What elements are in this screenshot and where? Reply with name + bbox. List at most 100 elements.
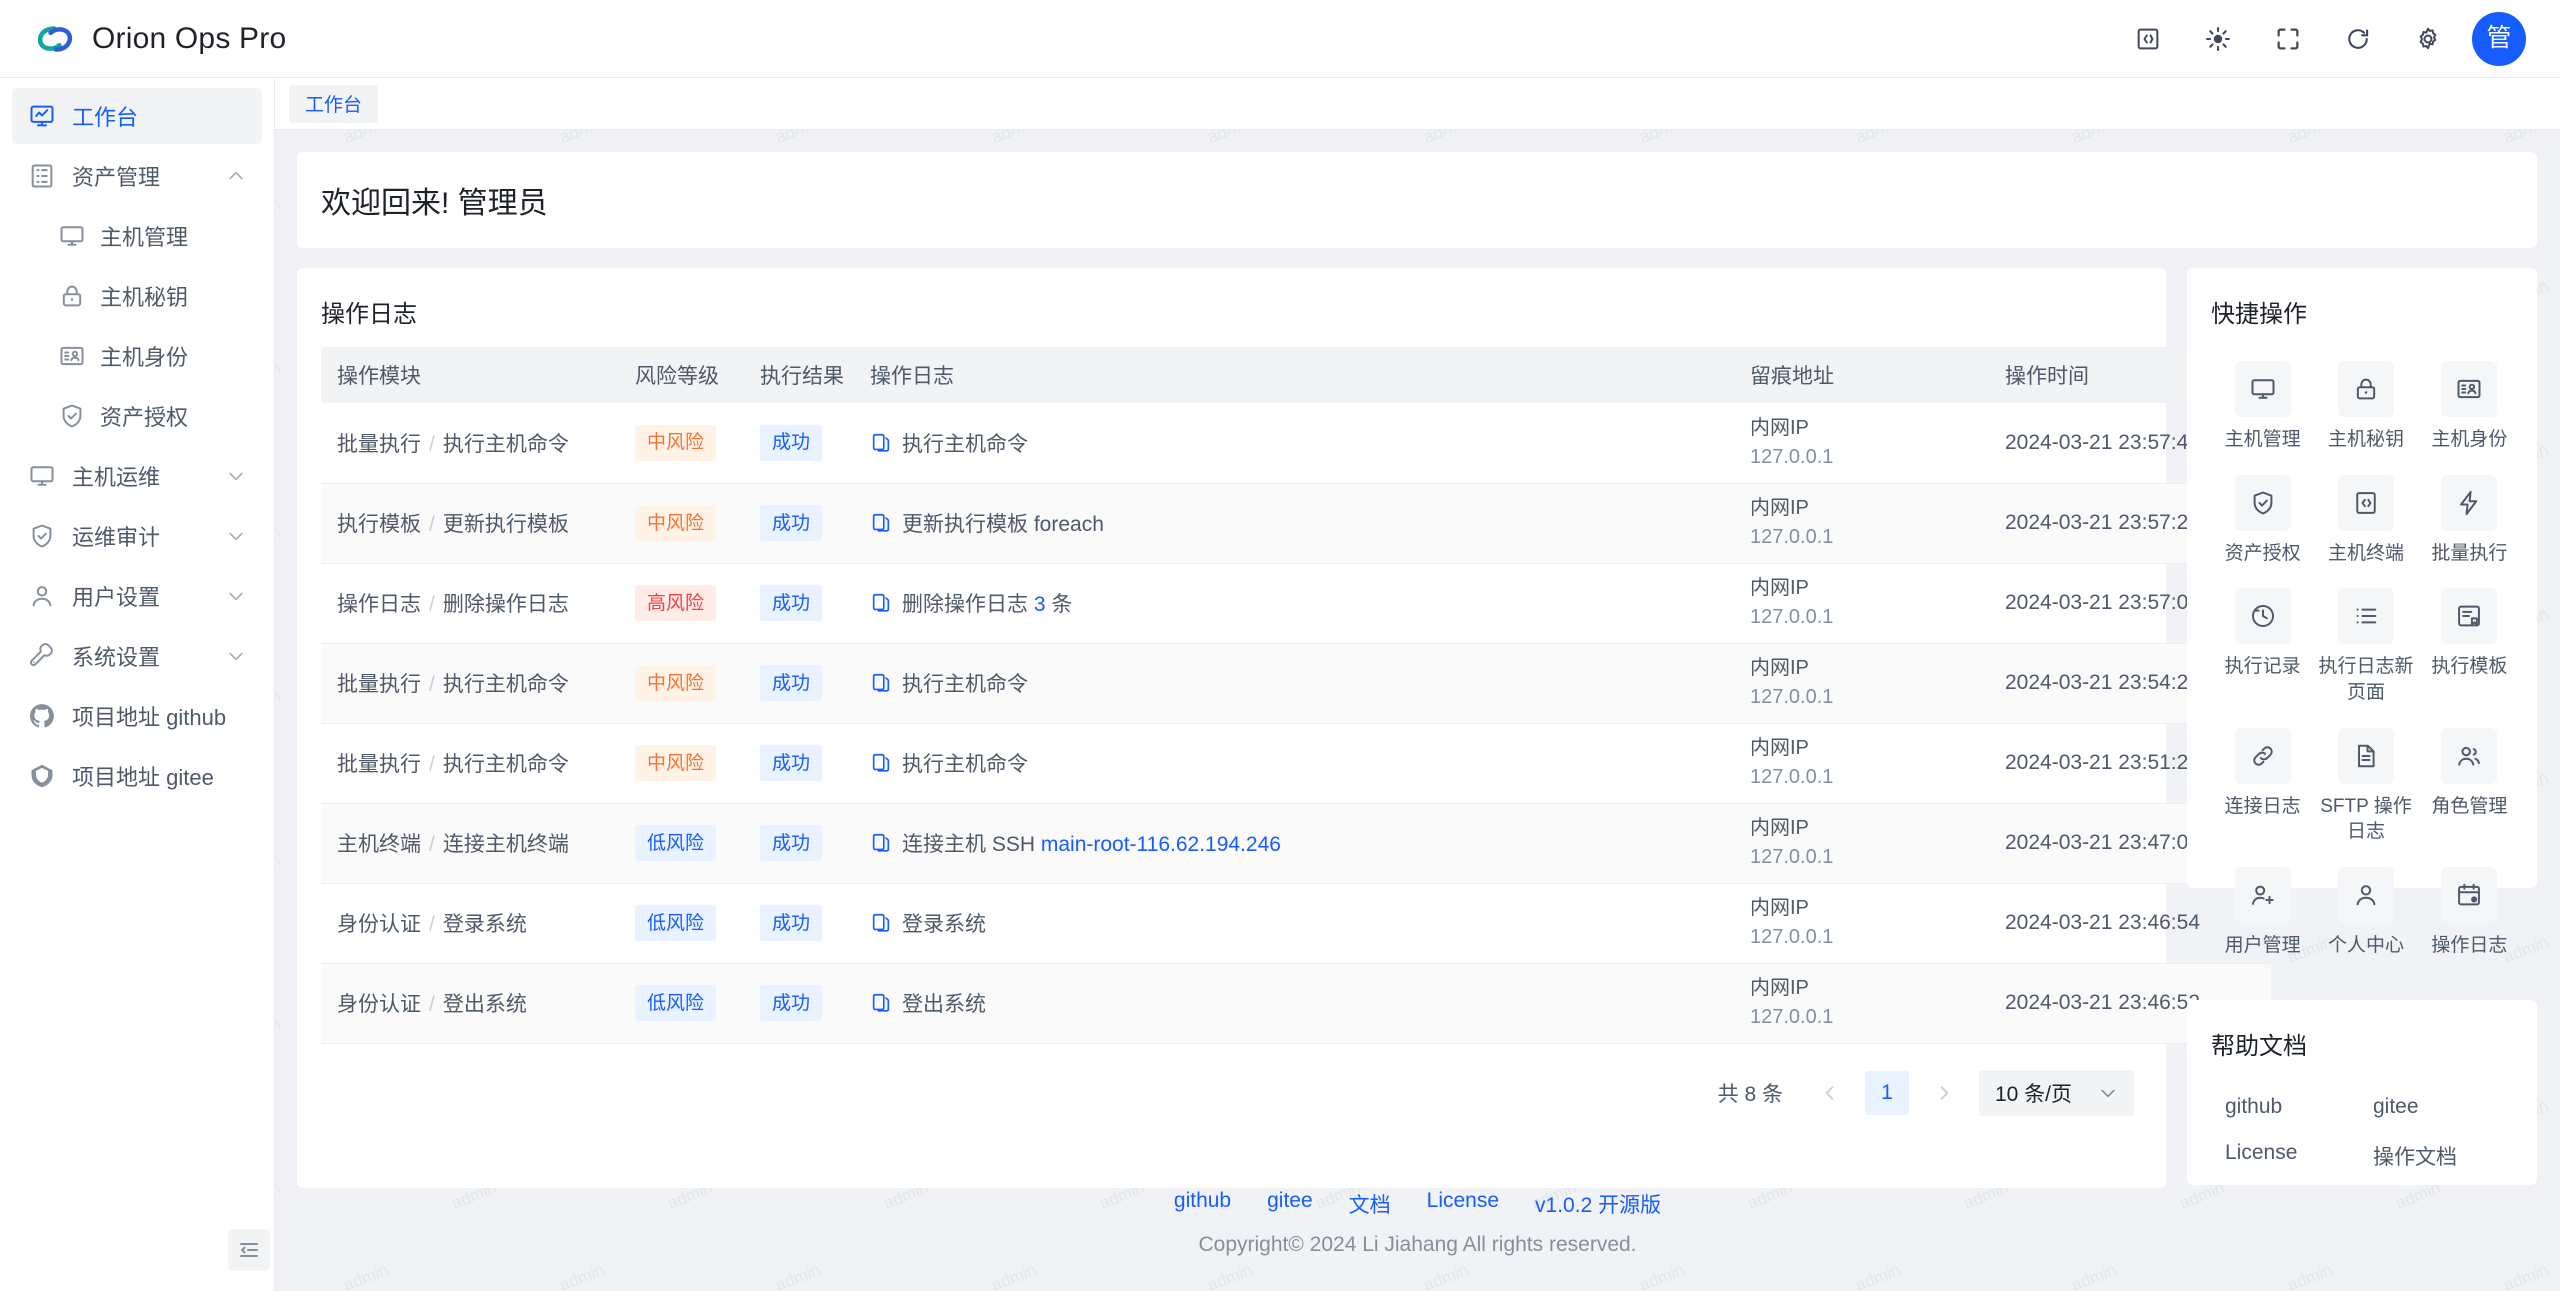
module-name: 主机终端: [337, 833, 421, 856]
quick-action-11[interactable]: 角色管理: [2418, 722, 2521, 855]
sidebar-item-10[interactable]: 项目地址 github: [12, 688, 262, 744]
copy-icon[interactable]: [870, 832, 892, 854]
chevron-down-icon[interactable]: [226, 526, 246, 546]
watermark-text: admin: [275, 522, 283, 558]
sidebar-item-7[interactable]: 运维审计: [12, 508, 262, 564]
help-link-0[interactable]: github: [2225, 1095, 2283, 1118]
chevron-down-icon[interactable]: [226, 586, 246, 606]
help-link-3[interactable]: 操作文档: [2373, 1146, 2457, 1169]
cell-risk: 中风险: [621, 483, 746, 564]
copy-icon[interactable]: [870, 592, 892, 614]
quick-actions-title: 快捷操作: [2211, 301, 2307, 328]
footer-link-0[interactable]: github: [1173, 1189, 1232, 1212]
log-text: 执行主机命令: [902, 428, 1028, 458]
watermark-text: admin: [275, 358, 283, 394]
footer-link-1[interactable]: gitee: [1267, 1189, 1313, 1212]
address-label: 内网IP: [1750, 497, 1809, 519]
help-docs-title: 帮助文档: [2211, 1033, 2307, 1060]
quick-action-14[interactable]: 操作日志: [2418, 861, 2521, 969]
page-size-value: 10 条/页: [1994, 1082, 2072, 1106]
cell-log: 执行主机命令: [856, 643, 1736, 724]
chevron-down-icon[interactable]: [226, 466, 246, 486]
workbench-icon: [28, 102, 56, 130]
footer-copyright: Copyright© 2024 Li Jiahang All rights re…: [1198, 1233, 1637, 1256]
address-ip: 127.0.0.1: [1750, 926, 1834, 948]
log-link[interactable]: 3: [1033, 593, 1046, 616]
sidebar-item-0[interactable]: 工作台: [12, 88, 262, 144]
column-header-1: 风险等级: [621, 347, 746, 403]
chevron-up-icon[interactable]: [226, 166, 246, 186]
quick-action-7[interactable]: 执行日志新页面: [2314, 582, 2417, 715]
sidebar-item-label: 用户设置: [72, 585, 161, 610]
quick-action-1[interactable]: 主机秘钥: [2314, 355, 2417, 463]
sidebar-item-2[interactable]: 主机管理: [12, 208, 262, 264]
quick-action-0[interactable]: 主机管理: [2211, 355, 2314, 463]
sidebar-item-3[interactable]: 主机秘钥: [12, 268, 262, 324]
history-icon: [2234, 588, 2291, 645]
fullscreen-icon[interactable]: [2262, 12, 2314, 65]
sidebar-item-6[interactable]: 主机运维: [12, 448, 262, 504]
code-icon[interactable]: [2122, 12, 2174, 65]
quick-action-label: 个人中心: [2327, 934, 2404, 956]
watermark-text: admin: [773, 130, 823, 148]
quick-action-12[interactable]: 用户管理: [2211, 861, 2314, 969]
sun-icon[interactable]: [2192, 12, 2244, 65]
sidebar-item-8[interactable]: 用户设置: [12, 568, 262, 624]
copy-icon[interactable]: [870, 752, 892, 774]
footer-link-2[interactable]: 文档: [1348, 1194, 1391, 1217]
watermark-text: admin: [1852, 1260, 1903, 1291]
copy-icon[interactable]: [870, 512, 892, 534]
sidebar-item-4[interactable]: 主机身份: [12, 328, 262, 384]
quick-action-8[interactable]: 执行模板: [2418, 582, 2521, 715]
quick-action-13[interactable]: 个人中心: [2314, 861, 2417, 969]
status-badge: 成功: [760, 825, 823, 861]
brand[interactable]: Orion Ops Pro: [0, 18, 286, 60]
refresh-icon[interactable]: [2332, 12, 2384, 65]
copy-icon[interactable]: [870, 672, 892, 694]
log-link[interactable]: main-root-116.62.194.246: [1040, 833, 1281, 856]
sidebar-item-1[interactable]: 资产管理: [12, 148, 262, 204]
module-action: 删除操作日志: [442, 593, 569, 616]
lock-icon: [58, 282, 86, 310]
sidebar-item-9[interactable]: 系统设置: [12, 628, 262, 684]
chevron-down-icon[interactable]: [226, 646, 246, 666]
log-text: 执行主机命令: [902, 748, 1028, 778]
quick-action-5[interactable]: 批量执行: [2418, 469, 2521, 577]
menu-fold-icon[interactable]: [228, 1229, 270, 1271]
cell-log: 删除操作日志 3 条: [856, 563, 1736, 644]
module-action: 执行主机命令: [442, 673, 569, 696]
chevron-left-icon[interactable]: [1809, 1072, 1851, 1114]
cell-module: 主机终端 / 连接主机终端: [321, 803, 621, 884]
status-badge: 成功: [760, 424, 823, 461]
help-link-1[interactable]: gitee: [2373, 1095, 2419, 1118]
module-separator: /: [429, 753, 435, 776]
quick-action-9[interactable]: 连接日志: [2211, 722, 2314, 855]
address-label: 内网IP: [1750, 817, 1809, 839]
chevron-right-icon[interactable]: [1923, 1072, 1965, 1114]
quick-action-6[interactable]: 执行记录: [2211, 582, 2314, 715]
quick-actions-grid: 主机管理 主机秘钥 主机身份资产授权 主机终端 批量执行执行记录 执行日志新页面 执行模板连…: [2211, 355, 2521, 968]
quick-action-2[interactable]: 主机身份: [2418, 355, 2521, 463]
quick-action-3[interactable]: 资产授权: [2211, 469, 2314, 577]
footer-link-3[interactable]: License: [1426, 1189, 1500, 1212]
sidebar-item-5[interactable]: 资产授权: [12, 388, 262, 444]
page-size-select[interactable]: 10 条/页: [1978, 1069, 2134, 1116]
help-link-2[interactable]: License: [2225, 1141, 2298, 1164]
log-text: 执行主机命令: [902, 668, 1028, 698]
pagination-page-1[interactable]: 1: [1864, 1070, 1909, 1115]
table-row: 批量执行 / 执行主机命令 中风险 成功 执行主机命令 内网IP 127.0.0.1 2024-…: [321, 723, 2271, 804]
table-header: 操作模块 风险等级 执行结果 操作日志 留痕地址 操作时间: [321, 347, 2271, 403]
log-text-main: 连接主机 SSH: [902, 833, 1041, 856]
copy-icon[interactable]: [870, 432, 892, 454]
gear-icon[interactable]: [2402, 12, 2454, 65]
footer-link-4[interactable]: v1.0.2 开源版: [1535, 1194, 1662, 1217]
address-ip: 127.0.0.1: [1750, 766, 1834, 788]
sidebar-item-11[interactable]: 项目地址 gitee: [12, 748, 262, 804]
copy-icon[interactable]: [870, 992, 892, 1014]
address-label: 内网IP: [1750, 416, 1809, 439]
avatar[interactable]: 管: [2472, 11, 2526, 66]
tab-workbench[interactable]: 工作台: [289, 84, 379, 123]
quick-action-10[interactable]: SFTP 操作日志: [2314, 722, 2417, 855]
copy-icon[interactable]: [870, 912, 892, 934]
quick-action-4[interactable]: 主机终端: [2314, 469, 2417, 577]
